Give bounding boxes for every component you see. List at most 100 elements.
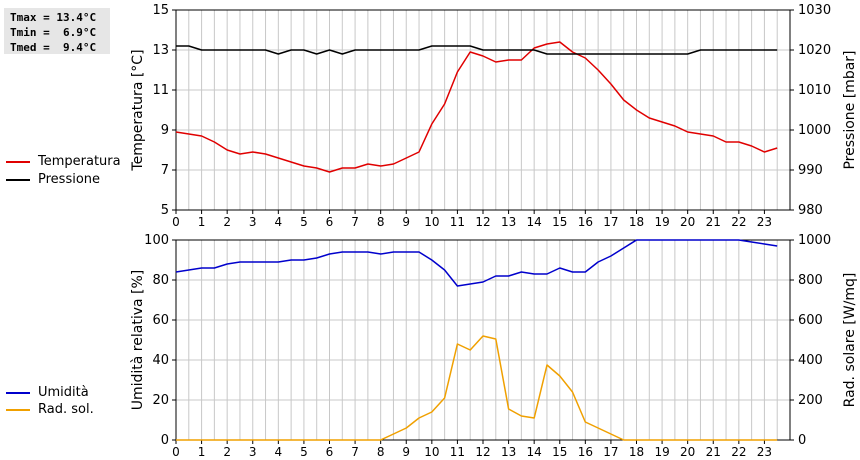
x-tick-label: 15 [552, 445, 567, 459]
y-axis-label: Umidità relativa [%] [130, 270, 146, 411]
y2-tick-label: 200 [798, 393, 823, 408]
legend-label-rad-sol: Rad. sol. [38, 402, 94, 417]
y2-tick-label: 1020 [798, 43, 831, 58]
x-tick-label: 20 [680, 445, 695, 459]
x-tick-label: 13 [501, 215, 516, 229]
y2-tick-label: 0 [798, 433, 806, 448]
y2-tick-label: 990 [798, 163, 823, 178]
y2-axis-label: Rad. solare [W/mq] [842, 273, 858, 408]
y-tick-label: 13 [152, 43, 169, 58]
legend-swatch-umidita [6, 391, 30, 394]
tmed-label: Tmed = 9.4°C [10, 41, 97, 54]
y2-tick-label: 1010 [798, 83, 831, 98]
x-tick-label: 9 [402, 445, 410, 459]
x-tick-label: 2 [223, 215, 231, 229]
x-tick-label: 20 [680, 215, 695, 229]
legend-swatch-rad-sol [6, 408, 30, 411]
y2-tick-label: 1000 [798, 123, 831, 138]
y2-tick-label: 1030 [798, 3, 831, 18]
x-tick-label: 17 [603, 445, 618, 459]
x-tick-label: 11 [450, 445, 465, 459]
y-tick-label: 100 [144, 233, 169, 248]
y-tick-label: 5 [161, 203, 169, 218]
x-tick-label: 7 [351, 445, 359, 459]
plot-frame [175, 239, 791, 441]
x-tick-label: 5 [300, 215, 308, 229]
tmin-label: Tmin = 6.9°C [10, 26, 97, 39]
x-tick-label: 8 [377, 215, 385, 229]
y-tick-label: 40 [152, 353, 169, 368]
x-tick-label: 6 [326, 215, 334, 229]
x-tick-label: 10 [424, 215, 439, 229]
x-tick-label: 4 [275, 445, 283, 459]
y-tick-label: 11 [152, 83, 169, 98]
x-tick-label: 8 [377, 445, 385, 459]
y-tick-label: 20 [152, 393, 169, 408]
x-tick-label: 15 [552, 215, 567, 229]
series-line-umidit [175, 239, 778, 287]
x-tick-label: 5 [300, 445, 308, 459]
x-tick-label: 10 [424, 445, 439, 459]
x-tick-label: 19 [654, 215, 669, 229]
chart-panel-2: 0 1 2 3 4 5 6 7 8 9 10 11 12 13 14 15 16 17 18 19 20 21 22 2302… [130, 233, 858, 459]
y-tick-label: 7 [161, 163, 169, 178]
x-tick-label: 13 [501, 445, 516, 459]
x-tick-label: 14 [527, 445, 542, 459]
x-tick-label: 14 [527, 215, 542, 229]
series-line-temperatura [175, 41, 778, 173]
plot-frame [175, 9, 791, 211]
legend-item-temperatura: Temperatura [6, 154, 121, 169]
x-tick-label: 22 [731, 215, 746, 229]
legend-item-rad-sol: Rad. sol. [6, 402, 94, 417]
x-tick-label: 11 [450, 215, 465, 229]
x-tick-label: 1 [198, 215, 206, 229]
x-tick-label: 23 [757, 215, 772, 229]
y2-tick-label: 1000 [798, 233, 831, 248]
x-tick-label: 21 [706, 445, 721, 459]
x-tick-label: 3 [249, 215, 257, 229]
x-tick-label: 18 [629, 445, 644, 459]
legend-item-pressione: Pressione [6, 172, 100, 187]
x-tick-label: 18 [629, 215, 644, 229]
x-tick-label: 4 [275, 215, 283, 229]
y2-tick-label: 800 [798, 273, 823, 288]
x-tick-label: 22 [731, 445, 746, 459]
legend-label-umidita: Umidità [38, 385, 89, 400]
x-tick-label: 23 [757, 445, 772, 459]
y-axis-label: Temperatura [°C] [130, 49, 146, 171]
legend-swatch-pressione [6, 178, 30, 181]
x-tick-label: 19 [654, 445, 669, 459]
x-tick-label: 17 [603, 215, 618, 229]
y-tick-label: 60 [152, 313, 169, 328]
legend-label-temperatura: Temperatura [38, 154, 121, 169]
x-tick-label: 0 [172, 445, 180, 459]
x-tick-label: 7 [351, 215, 359, 229]
x-tick-label: 16 [578, 215, 593, 229]
y-tick-label: 80 [152, 273, 169, 288]
y2-tick-label: 600 [798, 313, 823, 328]
x-tick-label: 1 [198, 445, 206, 459]
legend-label-pressione: Pressione [38, 172, 101, 187]
y-tick-label: 15 [152, 3, 169, 18]
stats-box: Tmax = 13.4°C Tmin = 6.9°C Tmed = 9.4°C [4, 8, 110, 54]
tmax-label: Tmax = 13.4°C [10, 11, 97, 24]
x-tick-label: 2 [223, 445, 231, 459]
x-tick-label: 21 [706, 215, 721, 229]
series-line-pressione [176, 45, 778, 55]
y-tick-label: 9 [161, 123, 169, 138]
y-tick-label: 0 [161, 433, 169, 448]
legend-item-umidita: Umidità [6, 385, 89, 400]
y2-axis-label: Pressione [mbar] [842, 50, 858, 169]
x-tick-label: 6 [326, 445, 334, 459]
y2-tick-label: 400 [798, 353, 823, 368]
y2-tick-label: 980 [798, 203, 823, 218]
x-tick-label: 9 [402, 215, 410, 229]
x-tick-label: 3 [249, 445, 257, 459]
legend-swatch-temperatura [6, 160, 30, 163]
x-tick-label: 0 [172, 215, 180, 229]
x-tick-label: 12 [475, 445, 490, 459]
x-tick-label: 12 [475, 215, 490, 229]
x-tick-label: 16 [578, 445, 593, 459]
series-line-rad-sol [176, 335, 778, 441]
